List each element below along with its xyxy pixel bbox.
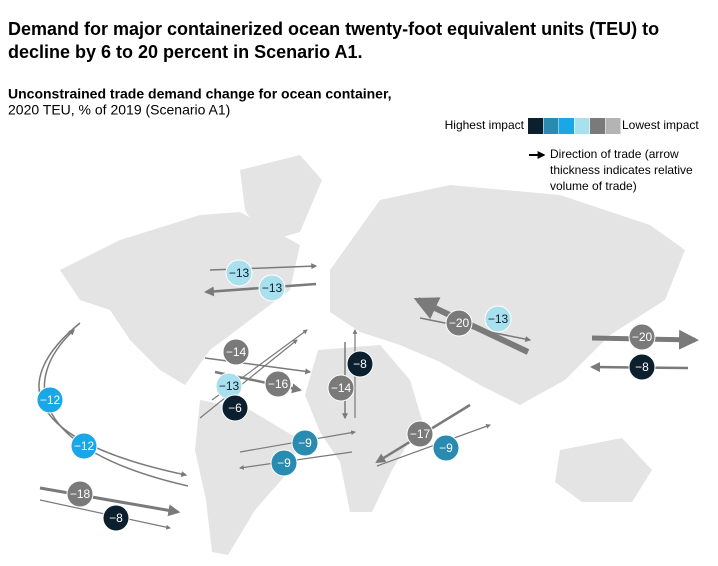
flow-label: −12	[40, 393, 61, 407]
flow-circle	[36, 386, 64, 414]
legend-swatch	[574, 118, 590, 134]
flow-circle	[628, 353, 656, 381]
flow-label: −14	[226, 345, 247, 359]
flow-circle	[346, 350, 374, 378]
subtitle-line: Unconstrained trade demand change for oc…	[8, 86, 392, 102]
legend-swatch	[590, 118, 605, 134]
flow-circle	[628, 323, 656, 351]
flow-label: −8	[109, 511, 123, 525]
legend-arrow-text: thickness indicates relative	[550, 163, 693, 177]
legend-swatch	[543, 118, 559, 134]
flow-label: −20	[632, 330, 653, 344]
flow-circle	[291, 429, 319, 457]
flow-circle	[484, 305, 512, 333]
flow-circle	[270, 449, 298, 477]
flow-label: −9	[439, 441, 453, 455]
legend-arrow-text: volume of trade)	[550, 179, 637, 193]
flow-label: −14	[331, 381, 352, 395]
flow-circle	[432, 434, 460, 462]
title-line: decline by 6 to 20 percent in Scenario A…	[8, 42, 362, 62]
legend-swatch	[605, 118, 621, 134]
flow-circle	[66, 480, 94, 508]
flow-label: −13	[229, 266, 250, 280]
trade-arrow	[39, 486, 181, 517]
land	[60, 155, 685, 555]
subtitle-line: 2020 TEU, % of 2019 (Scenario A1)	[8, 102, 230, 118]
flow-label: −9	[298, 436, 312, 450]
flow-circles: −13−13−14−16−13−6−12−12−18−8−9−9−14−8−17…	[36, 259, 656, 532]
flow-circle	[225, 259, 253, 287]
flow-label: −13	[262, 281, 283, 295]
flow-label: −12	[74, 439, 95, 453]
flow-circle	[102, 504, 130, 532]
legend-swatches	[528, 118, 621, 134]
flow-circle	[258, 274, 286, 302]
legend-high: Highest impact	[445, 118, 525, 132]
flow-circle	[264, 370, 292, 398]
flow-label: −8	[353, 357, 367, 371]
flow-circle	[445, 309, 473, 337]
flow-label: −13	[219, 379, 240, 393]
trade-arrow	[419, 317, 532, 343]
trade-arrow	[204, 357, 312, 375]
flow-label: −16	[268, 377, 289, 391]
legend-swatch	[559, 118, 574, 134]
legend-low: Lowest impact	[622, 118, 699, 132]
trade-arrow	[199, 339, 298, 419]
trade-arrow	[413, 297, 530, 355]
flow-circle	[221, 394, 249, 422]
flow-label: −18	[70, 487, 91, 501]
flow-circle	[327, 374, 355, 402]
flow-label: −6	[228, 401, 242, 415]
legend-swatch	[528, 118, 543, 134]
legend-arrow-text: Direction of trade (arrow	[550, 147, 679, 161]
flow-label: −20	[449, 316, 470, 330]
flow-label: −9	[277, 456, 291, 470]
flow-label: −13	[488, 312, 509, 326]
flow-label: −8	[635, 360, 649, 374]
title-line: Demand for major containerized ocean twe…	[8, 19, 659, 39]
flow-circle	[222, 338, 250, 366]
flow-label: −17	[410, 427, 431, 441]
flow-circle	[70, 432, 98, 460]
flow-circle	[406, 420, 434, 448]
